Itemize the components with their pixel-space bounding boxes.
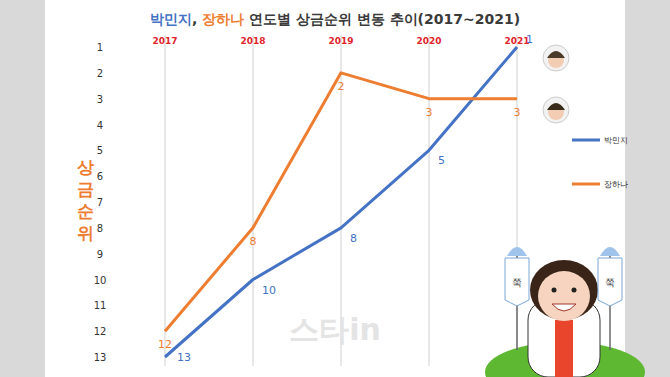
- series-line: [165, 73, 517, 331]
- flag-top: [507, 247, 527, 256]
- title-part: ,: [192, 11, 202, 27]
- y-axis-label-char: 금: [77, 179, 94, 199]
- y-axis-label-char: 순: [77, 201, 94, 221]
- y-tick-label: 1: [97, 42, 103, 53]
- background: [0, 0, 670, 377]
- grid-line: [429, 35, 430, 366]
- y-axis-label-char: 위: [77, 223, 94, 243]
- data-label: 8: [250, 235, 257, 248]
- cartoon-face: [538, 271, 590, 321]
- face-hair: [547, 51, 565, 58]
- y-tick-label: 7: [97, 197, 103, 208]
- legend-label: 박민지: [604, 136, 628, 145]
- y-tick-label: 11: [94, 300, 107, 311]
- data-label: 5: [438, 154, 445, 167]
- cartoon: 쭉쭉: [485, 247, 645, 377]
- face-icon: [543, 45, 569, 71]
- flag-text: 쭉: [512, 277, 522, 288]
- flag-text: 쭉: [605, 277, 615, 288]
- cartoon-smile: [552, 304, 576, 311]
- title-part: 연도별 상금순위 변동 추이(2017~2021): [244, 11, 520, 27]
- chart-root: 박민지, 장하나 연도별 상금순위 변동 추이(2017~2021) 2017 20…: [0, 0, 670, 377]
- chart-title: 박민지, 장하나 연도별 상금순위 변동 추이(2017~2021): [150, 11, 520, 27]
- y-tick-label: 10: [94, 275, 107, 286]
- title-part: 장하나: [202, 11, 244, 27]
- y-tick-label: 13: [94, 352, 107, 363]
- data-label: 10: [262, 284, 276, 297]
- y-tick-label: 5: [97, 145, 103, 156]
- legend-swatch: [572, 139, 600, 142]
- y-tick-label: 2: [97, 68, 103, 79]
- data-label: 13: [177, 351, 191, 364]
- x-tick-label: 2020: [416, 36, 441, 46]
- data-label: 3: [426, 106, 433, 119]
- face-icon: [543, 97, 569, 123]
- cartoon-eye: [552, 288, 557, 293]
- plot-marks: [165, 47, 517, 357]
- title-part: 박민지: [150, 11, 192, 27]
- data-label: 12: [158, 338, 172, 351]
- y-tick-label: 3: [97, 94, 103, 105]
- y-tick-label: 4: [97, 120, 103, 131]
- flag: [505, 258, 529, 306]
- face-hair: [547, 103, 565, 110]
- legend-swatch: [572, 183, 600, 186]
- chart-svg: 박민지, 장하나 연도별 상금순위 변동 추이(2017~2021) 2017 20…: [0, 0, 670, 377]
- watermark: 스타in: [289, 312, 381, 347]
- grid-line: [253, 35, 254, 366]
- data-label: 2: [338, 80, 345, 93]
- x-tick-label: 2019: [328, 36, 353, 46]
- cartoon-eye: [572, 288, 577, 293]
- face-skin: [548, 104, 564, 120]
- flag-top: [600, 247, 620, 256]
- y-tick-label: 9: [97, 249, 103, 260]
- legend-label: 장하나: [604, 180, 628, 189]
- x-tick-label: 2017: [152, 36, 177, 46]
- series-line: [165, 47, 517, 357]
- y-tick-label: 8: [97, 223, 103, 234]
- y-tick-label: 6: [97, 171, 103, 182]
- data-label: 8: [350, 232, 357, 245]
- y-axis-label-char: 상: [77, 157, 94, 177]
- data-label: 3: [514, 106, 521, 119]
- cartoon-stripe: [555, 320, 573, 377]
- cartoon-hair: [530, 260, 598, 320]
- y-axis-label: 상금순위: [77, 157, 94, 243]
- x-tick-label: 2018: [240, 36, 265, 46]
- grid-line: [517, 35, 518, 366]
- y-tick-label: 12: [94, 326, 107, 337]
- face-skin: [548, 52, 564, 68]
- data-label: 1: [526, 33, 533, 46]
- flag: [598, 258, 622, 306]
- slide: [45, 0, 625, 377]
- grid-line: [165, 35, 166, 366]
